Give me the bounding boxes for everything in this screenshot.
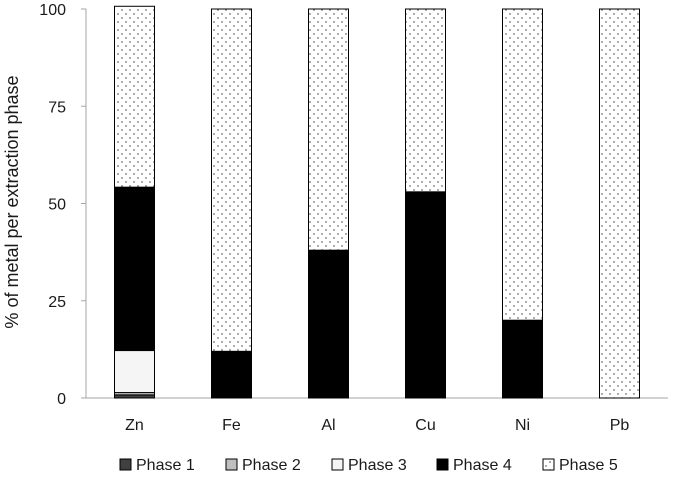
x-tick-label: Pb [610,417,630,434]
bar-segment-zn-phase-5 [114,5,155,188]
y-tick-label: 0 [57,391,66,408]
bar-segment-fe-phase-5 [211,8,252,352]
legend-label-phase-4: Phase 4 [453,457,512,474]
y-tick-label: 75 [48,99,66,116]
y-tick-label: 25 [48,294,66,311]
legend-swatch-phase-2 [225,458,238,471]
y-axis-title: % of metal per extraction phase [2,75,22,328]
legend-label-phase-1: Phase 1 [136,457,195,474]
y-axis-ticks: 0 25 50 75 100 [39,2,86,408]
legend-label-phase-5: Phase 5 [559,457,618,474]
bar-segment-cu-phase-4 [405,191,446,399]
legend-label-phase-2: Phase 2 [242,457,301,474]
bar-segment-al-phase-5 [308,8,349,251]
bar-segment-zn-phase-3 [114,350,155,394]
bar-segment-pb-phase-5 [599,8,640,399]
bar-segment-al-phase-4 [308,249,349,399]
x-tick-label: Cu [415,417,435,434]
x-tick-label: Fe [222,417,241,434]
y-tick-label: 50 [48,197,66,214]
legend-swatch-phase-5 [542,458,555,471]
legend-swatch-phase-1 [119,458,132,471]
x-tick-label: Ni [515,417,530,434]
x-tick-label: Al [321,417,335,434]
bar-segment-cu-phase-5 [405,8,446,193]
x-tick-label: Zn [125,417,144,434]
legend: Phase 1 Phase 2 Phase 3 Phase 4 Phase 5 [119,457,618,474]
bar-segment-ni-phase-5 [502,8,543,321]
x-axis-labels: Zn Fe Al Cu Ni Pb [125,417,629,434]
bar-segment-fe-phase-4 [211,350,252,399]
bar-segment-zn-phase-4 [114,186,155,352]
legend-label-phase-3: Phase 3 [348,457,407,474]
y-tick-label: 100 [39,2,66,19]
bars-group [114,5,640,399]
legend-swatch-phase-3 [331,458,344,471]
bar-segment-ni-phase-4 [502,319,543,399]
legend-swatch-phase-4 [436,458,449,471]
